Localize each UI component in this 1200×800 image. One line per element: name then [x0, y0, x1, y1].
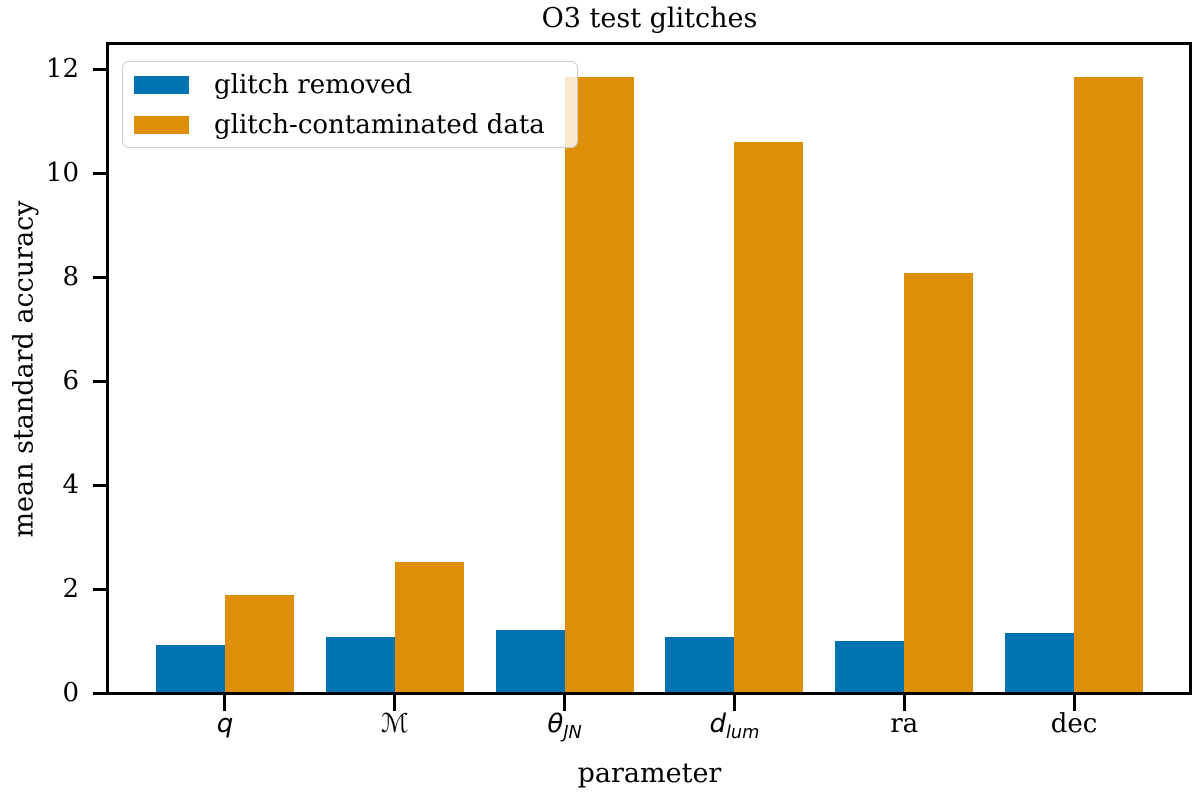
x-tick: [902, 694, 906, 711]
legend-row-glitch-removed: glitch removed: [134, 65, 577, 105]
x-tick-label: ℳ: [380, 709, 409, 739]
y-tick-label: 6: [62, 366, 79, 397]
bottom-spine: [106, 691, 1192, 695]
x-tick: [223, 694, 227, 711]
legend-row-glitch-contaminated: glitch-contaminated data: [134, 105, 577, 145]
bar-glitch-contaminated-data-0: [224, 594, 294, 693]
bar-glitch-removed-2: [495, 630, 565, 693]
x-tick: [732, 694, 736, 711]
left-spine: [106, 42, 109, 695]
x-tick: [1072, 694, 1076, 711]
bar-glitch-contaminated-data-4: [904, 272, 974, 693]
x-tick: [563, 694, 567, 711]
y-tick: [93, 483, 109, 487]
x-tick-label: ra: [890, 709, 919, 739]
bar-glitch-contaminated-data-3: [734, 142, 804, 693]
y-tick-label: 0: [62, 678, 79, 708]
x-tick: [393, 694, 397, 711]
x-tick-label: q: [216, 709, 234, 739]
bar-glitch-removed-1: [325, 636, 395, 693]
bar-glitch-contaminated-data-5: [1074, 77, 1144, 693]
bar-glitch-removed-3: [665, 637, 735, 693]
x-tick-label: dec: [1050, 709, 1098, 739]
legend-label-glitch-removed: glitch removed: [214, 70, 413, 100]
bar-glitch-contaminated-data-1: [394, 562, 464, 693]
legend-swatch-glitch-removed: [134, 76, 189, 94]
y-tick: [93, 379, 109, 383]
bar-glitch-removed-5: [1005, 632, 1075, 693]
x-tick-label: dlum: [709, 709, 760, 744]
bar-glitch-removed-0: [155, 644, 225, 693]
top-spine: [106, 42, 1192, 45]
bar-glitch-contaminated-data-2: [564, 77, 634, 693]
bar-glitch-removed-4: [835, 641, 905, 693]
y-tick: [93, 275, 109, 279]
y-tick-label: 12: [45, 54, 79, 85]
legend: glitch removed glitch-contaminated data: [122, 61, 578, 148]
y-tick: [93, 691, 109, 695]
y-tick-label: 8: [62, 262, 79, 293]
chart-title: O3 test glitches: [541, 3, 758, 34]
y-tick: [93, 171, 109, 175]
y-tick-label: 10: [45, 158, 79, 189]
right-spine: [1188, 42, 1192, 695]
y-tick: [93, 67, 109, 71]
legend-label-glitch-contaminated: glitch-contaminated data: [214, 110, 545, 140]
x-tick-label: θJN: [547, 709, 582, 744]
y-tick-label: 2: [62, 574, 79, 605]
y-tick-label: 4: [62, 470, 79, 501]
legend-swatch-glitch-contaminated: [134, 116, 189, 134]
y-tick: [93, 587, 109, 591]
x-axis-label: parameter: [577, 758, 722, 789]
